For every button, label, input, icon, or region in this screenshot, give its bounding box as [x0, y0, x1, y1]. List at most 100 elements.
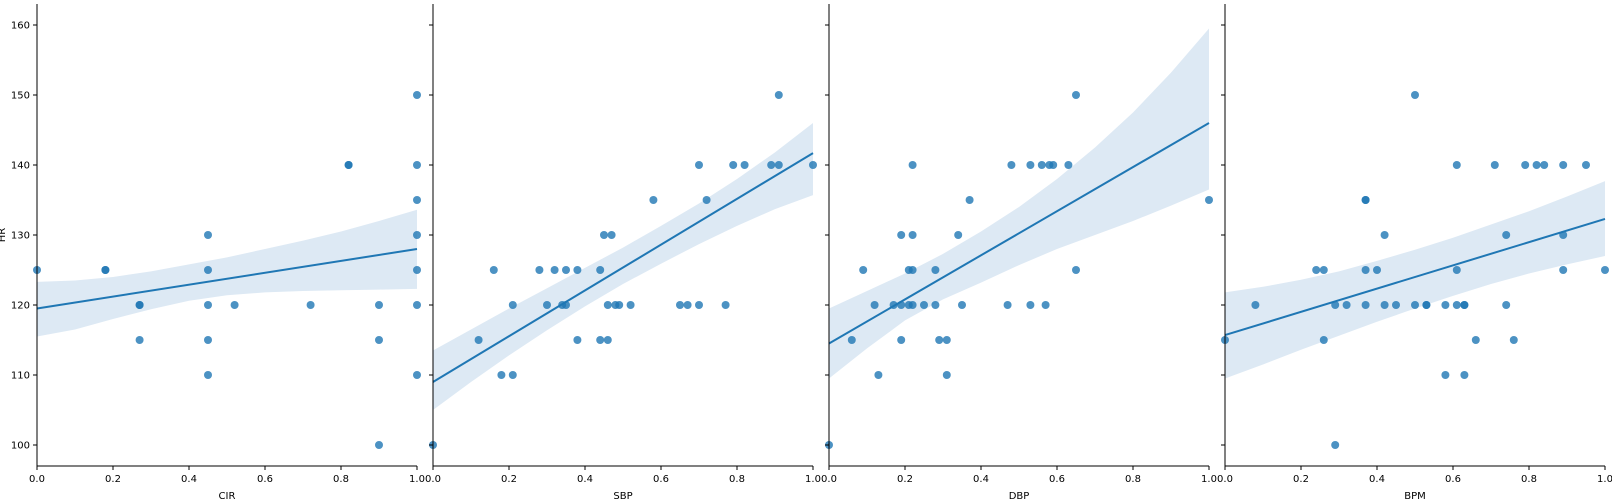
- data-point-33: [1521, 161, 1530, 169]
- data-point-23: [965, 196, 974, 204]
- data-point-31: [1502, 301, 1511, 309]
- data-point-15: [1392, 301, 1400, 309]
- regression-line: [432, 152, 814, 383]
- data-point-26: [1026, 161, 1035, 169]
- data-point-20: [942, 371, 951, 379]
- data-point-25: [1007, 161, 1016, 169]
- x-tick-label: 0.8: [1521, 474, 1537, 485]
- data-point-4: [508, 301, 517, 309]
- data-point-18: [935, 336, 944, 344]
- data-point-11: [1361, 301, 1370, 309]
- data-point-35: [1205, 196, 1213, 204]
- data-point-22: [626, 301, 635, 309]
- data-point-27: [1026, 301, 1035, 309]
- data-point-18: [413, 91, 421, 99]
- data-point-12: [908, 231, 917, 239]
- data-point-6: [204, 231, 212, 239]
- x-tick-label: 1.0: [1597, 474, 1612, 485]
- data-point-7: [204, 266, 212, 274]
- y-tick-label: 100: [11, 441, 30, 452]
- data-point-16: [375, 336, 383, 344]
- data-point-2: [859, 266, 868, 274]
- data-point-2: [101, 266, 110, 274]
- data-point-28: [1037, 161, 1046, 169]
- confidence-band: [829, 28, 1209, 379]
- confidence-band: [37, 209, 417, 337]
- x-tick-label: 0.4: [181, 474, 197, 485]
- x-tick-label: 0.4: [1369, 474, 1385, 485]
- data-point-14: [596, 266, 605, 274]
- y-tick-label: 120: [11, 301, 30, 312]
- regression-line: [828, 122, 1210, 345]
- data-point-2: [489, 266, 498, 274]
- y-tick-label: 160: [11, 21, 30, 32]
- data-point-32: [767, 161, 776, 169]
- data-point-34: [1532, 161, 1541, 169]
- x-tick-label: 0.4: [973, 474, 989, 485]
- panel-sbp: 0.0 0.2 0.4 0.6 0.8 1.0 SBP: [425, 4, 821, 502]
- x-tick-label: 0.2: [1293, 474, 1309, 485]
- data-point-32: [1064, 161, 1073, 169]
- data-point-12: [306, 301, 315, 309]
- data-point-1: [474, 336, 483, 344]
- data-point-36: [1559, 161, 1568, 169]
- data-point-9: [204, 336, 212, 344]
- data-point-19: [1422, 301, 1431, 309]
- data-point-31: [740, 161, 749, 169]
- x-tick-label: 1.0: [409, 474, 425, 485]
- data-point-3: [1319, 266, 1328, 274]
- data-point-34: [774, 161, 783, 169]
- data-point-17: [1411, 301, 1419, 309]
- x-tick-label: 0.2: [897, 474, 913, 485]
- data-point-7: [1342, 301, 1351, 309]
- data-point-17: [375, 441, 383, 449]
- data-point-15: [596, 336, 605, 344]
- data-point-11: [230, 301, 239, 309]
- data-point-4: [1319, 336, 1328, 344]
- x-tick-label: 0.2: [105, 474, 121, 485]
- data-point-2: [1312, 266, 1321, 274]
- data-point-8: [204, 301, 212, 309]
- data-point-14: [344, 161, 353, 169]
- data-point-22: [958, 301, 966, 309]
- panel-dbp: 0.0 0.2 0.4 0.6 0.8 1.0 DBP: [821, 4, 1217, 502]
- data-point-17: [931, 301, 940, 309]
- data-point-32: [1509, 336, 1518, 344]
- data-point-22: [413, 266, 421, 274]
- data-point-20: [413, 196, 421, 204]
- x-tick-label: 0.6: [653, 474, 669, 485]
- y-tick-label: 140: [11, 161, 30, 172]
- data-point-35: [1540, 161, 1549, 169]
- data-point-4: [135, 336, 144, 344]
- data-point-18: [603, 336, 612, 344]
- x-tick-label: 0.4: [577, 474, 593, 485]
- data-point-30: [729, 161, 738, 169]
- data-point-19: [942, 336, 951, 344]
- data-point-6: [897, 231, 906, 239]
- data-point-19: [413, 161, 421, 169]
- data-point-10: [1361, 266, 1370, 274]
- x-tick-label: 0.6: [1445, 474, 1461, 485]
- data-point-6: [535, 266, 544, 274]
- data-point-27: [695, 301, 703, 309]
- data-point-15: [375, 301, 383, 309]
- data-point-8: [897, 336, 906, 344]
- x-tick-label: 1.0: [1201, 474, 1217, 485]
- y-axis-label: HR: [0, 228, 8, 243]
- data-point-11: [908, 161, 917, 169]
- data-point-24: [413, 371, 421, 379]
- data-point-21: [1441, 371, 1450, 379]
- data-point-12: [1373, 266, 1381, 274]
- data-point-28: [702, 196, 711, 204]
- x-tick-label: 0.6: [257, 474, 273, 485]
- data-point-28: [1471, 336, 1480, 344]
- x-tick-label: 0.0: [821, 474, 837, 485]
- data-point-16: [600, 231, 608, 239]
- data-point-29: [1490, 161, 1499, 169]
- x-tick-label: 0.8: [729, 474, 745, 485]
- data-point-10: [562, 266, 570, 274]
- data-point-19: [607, 231, 616, 239]
- panel-cir: 0.0 0.2 0.4 0.6 0.8 1.0 100 110 120 130 140 150 160 C…: [11, 4, 425, 502]
- data-point-5: [135, 301, 144, 309]
